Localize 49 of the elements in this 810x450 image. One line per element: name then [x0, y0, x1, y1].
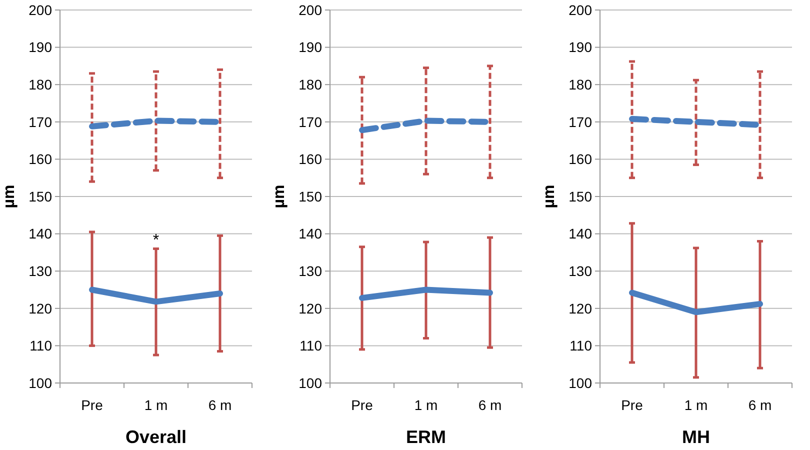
y-tick-label: 190 — [298, 39, 322, 56]
y-tick-label: 190 — [568, 39, 592, 56]
y-axis-title: µm — [1, 184, 18, 208]
y-tick-label: 120 — [298, 300, 322, 316]
y-tick-label: 110 — [570, 338, 592, 354]
y-tick-label: 160 — [568, 151, 592, 168]
x-tick-label: Pre — [81, 397, 104, 413]
y-axis-title: µm — [541, 184, 558, 208]
x-axis-title: Overall — [125, 427, 187, 447]
y-tick-label: 150 — [298, 188, 322, 204]
y-tick-label: 110 — [300, 338, 322, 354]
x-tick-label: Pre — [351, 397, 374, 413]
y-tick-label: 160 — [298, 151, 322, 168]
y-tick-label: 180 — [298, 76, 322, 92]
y-tick-label: 140 — [298, 226, 322, 242]
x-tick-label: 6 m — [748, 397, 772, 413]
y-axis-title: µm — [271, 184, 288, 208]
y-tick-label: 170 — [28, 114, 52, 130]
x-tick-label: 6 m — [478, 397, 502, 413]
y-tick-label: 180 — [568, 76, 592, 92]
y-tick-label: 100 — [568, 374, 592, 391]
y-tick-label: 130 — [28, 263, 52, 279]
y-tick-label: 190 — [28, 39, 52, 56]
x-tick-label: Pre — [621, 397, 644, 413]
y-tick-label: 100 — [298, 374, 322, 391]
annotation: * — [152, 232, 160, 249]
y-tick-label: 120 — [568, 300, 592, 316]
y-tick-label: 120 — [28, 300, 52, 316]
y-tick-label: 130 — [568, 263, 592, 279]
y-tick-label: 170 — [568, 114, 592, 130]
y-tick-label: 150 — [568, 188, 592, 204]
y-tick-label: 160 — [28, 151, 52, 168]
x-tick-label: 1 m — [684, 397, 708, 413]
y-tick-label: 140 — [28, 226, 52, 242]
x-axis-title: MH — [682, 427, 710, 447]
y-tick-label: 140 — [568, 226, 592, 242]
x-tick-label: 6 m — [208, 397, 232, 413]
y-tick-label: 200 — [28, 2, 52, 18]
y-tick-label: 200 — [568, 2, 592, 18]
x-tick-label: 1 m — [144, 397, 168, 413]
y-tick-label: 150 — [28, 188, 52, 204]
y-tick-label: 110 — [30, 338, 52, 354]
y-tick-label: 200 — [298, 2, 322, 18]
y-tick-label: 100 — [28, 374, 52, 391]
y-tick-label: 130 — [298, 263, 322, 279]
y-tick-label: 180 — [28, 76, 52, 92]
x-axis-title: ERM — [406, 427, 446, 447]
y-tick-label: 170 — [298, 114, 322, 130]
x-tick-label: 1 m — [414, 397, 438, 413]
